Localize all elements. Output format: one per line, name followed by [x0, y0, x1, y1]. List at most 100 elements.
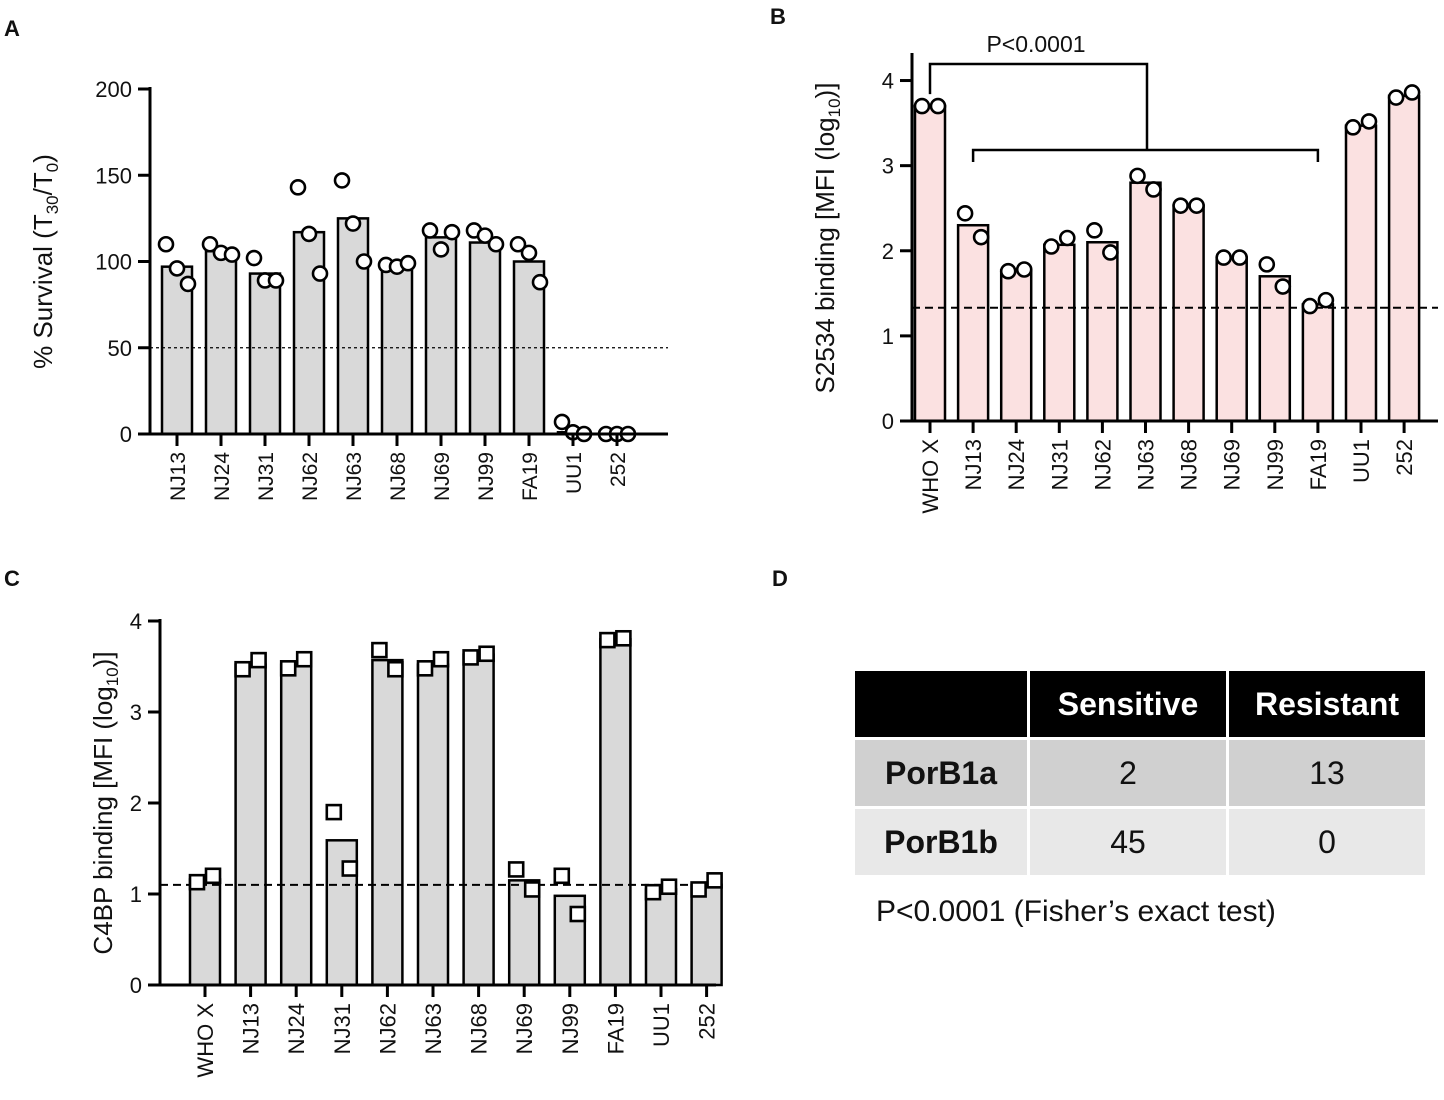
data-point-nj63: [355, 253, 373, 270]
data-point-nj24: [1015, 261, 1033, 278]
bar-nj62: [1086, 241, 1119, 423]
x-tick-label-nj24: NJ24: [284, 1003, 309, 1054]
chart-a-survival: 0 50 100 150 200 NJ13 NJ24 NJ31 NJ62 NJ63 NJ68 NJ69…: [28, 77, 668, 501]
x-tick-label-nj63: NJ63: [343, 452, 366, 501]
data-point-nj68: [478, 645, 495, 663]
y-tick-label: 200: [95, 77, 132, 102]
data-point-nj69: [1231, 249, 1248, 266]
y-tick-label: 2: [130, 791, 142, 816]
x-tick-label-nj68: NJ68: [387, 452, 410, 501]
bar-uu1: [1344, 124, 1378, 423]
data-point-nj69: [507, 861, 525, 878]
data-point-fa19: [509, 235, 527, 253]
data-point-nj99: [487, 235, 505, 253]
data-point-nj62: [1086, 222, 1103, 239]
x-tick-label-nj68: NJ68: [1177, 439, 1202, 490]
header-resistant: Resistant: [1226, 668, 1428, 740]
x-tick-label-uu1: UU1: [1349, 439, 1374, 483]
y-tick-label: 4: [882, 69, 894, 94]
data-point-fa19: [599, 631, 616, 649]
data-point-nj99: [569, 905, 587, 923]
y-tick-label: 0: [882, 409, 894, 434]
x-tick-label-fa19: FA19: [1306, 439, 1331, 490]
table-row: PorB1b 45 0: [852, 806, 1428, 878]
y-tick-label: 2: [882, 239, 894, 264]
data-point-252: [1387, 89, 1405, 106]
data-point-who-x: [913, 97, 931, 115]
data-point-nj99: [553, 867, 571, 885]
x-tick-label-nj24: NJ24: [211, 452, 234, 501]
x-tick-label-fa19: FA19: [603, 1003, 628, 1054]
data-point-nj62: [289, 179, 307, 196]
table-row: PorB1a 2 13: [852, 737, 1428, 809]
bar-252: [690, 883, 723, 987]
y-tick-label: 100: [95, 250, 132, 275]
bar-nj13: [956, 223, 990, 423]
x-tick-label-nj13: NJ13: [167, 452, 190, 501]
cell-porb1a-sensitive: 2: [1027, 737, 1229, 809]
header-sensitive: Sensitive: [1027, 668, 1229, 740]
bar-nj63: [336, 217, 370, 436]
bar-nj24: [204, 249, 238, 436]
x-tick-label-nj69: NJ69: [512, 1003, 537, 1054]
data-point-nj24: [999, 262, 1017, 280]
bar-nj24: [279, 663, 313, 987]
x-tick-label-nj31: NJ31: [1047, 439, 1072, 490]
data-point-nj99: [1274, 278, 1292, 295]
panel-letter-d: D: [772, 566, 788, 591]
data-point-nj63: [344, 215, 362, 232]
x-tick-label-nj63: NJ63: [421, 1003, 446, 1054]
x-tick-label-nj63: NJ63: [1134, 439, 1159, 490]
y-tick-label: 3: [882, 154, 894, 179]
data-point-nj62: [1102, 244, 1119, 261]
data-point-nj31: [267, 272, 285, 289]
bar-nj68: [462, 653, 495, 987]
significance-bracket-group: [971, 148, 1320, 162]
data-point-nj31: [341, 860, 359, 877]
bar-who-x: [913, 104, 947, 423]
x-tick-label-nj99: NJ99: [558, 1003, 583, 1054]
data-point-nj63: [333, 172, 351, 189]
bar-nj31: [248, 272, 282, 436]
bar-nj13: [160, 265, 194, 436]
fisher-test-note: P<0.0001 (Fisher’s exact test): [876, 895, 1276, 928]
data-point-who-x: [188, 873, 206, 891]
data-point-nj69: [421, 222, 439, 239]
data-point-uu1: [1360, 113, 1378, 130]
x-tick-label-uu1: UU1: [649, 1003, 674, 1047]
data-point-nj68: [1172, 197, 1189, 214]
contingency-table: Sensitive Resistant PorB1a 2 13 PorB1b 4…: [852, 668, 1428, 878]
data-point-nj63: [416, 660, 434, 677]
data-point-nj31: [245, 249, 263, 267]
data-point-252: [706, 872, 723, 889]
y-tick-label: 0: [130, 973, 142, 998]
y-axis-label: % Survival (T30/T0): [28, 154, 62, 369]
data-point-252: [1403, 84, 1421, 101]
data-point-nj13: [972, 228, 990, 246]
data-point-nj24: [279, 660, 297, 677]
x-tick-label-nj62: NJ62: [299, 452, 322, 501]
bar-nj69: [1215, 256, 1248, 423]
data-point-nj99: [476, 227, 494, 244]
data-point-nj68: [399, 254, 417, 272]
data-point-nj31: [1043, 238, 1060, 255]
y-tick-label: 1: [130, 882, 142, 907]
data-point-nj31: [325, 803, 343, 821]
data-point-nj13: [956, 205, 974, 222]
x-tick-label-nj13: NJ13: [961, 439, 986, 490]
data-point-nj68: [462, 649, 479, 666]
x-tick-label-fa19: FA19: [519, 452, 542, 501]
data-point-uu1: [1344, 119, 1362, 136]
data-point-nj13: [234, 660, 251, 678]
y-tick-label: 4: [130, 609, 142, 634]
bar-nj69: [424, 236, 458, 436]
data-point-nj24: [295, 650, 313, 668]
bar-nj68: [1172, 204, 1205, 423]
x-tick-label-nj99: NJ99: [1263, 439, 1288, 490]
data-point-fa19: [520, 244, 538, 262]
cell-porb1b-sensitive: 45: [1027, 806, 1229, 878]
cell-porb1a-resistant: 13: [1226, 737, 1428, 809]
data-point-nj69: [1215, 249, 1232, 266]
x-tick-label-nj62: NJ62: [375, 1003, 400, 1054]
